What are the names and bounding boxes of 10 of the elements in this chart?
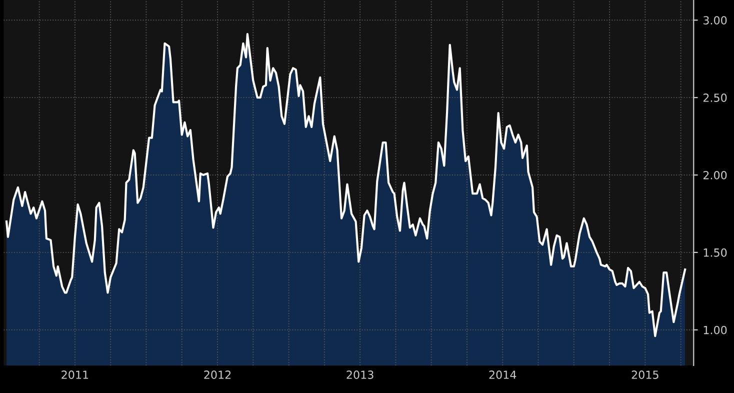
y-tick-label: 3.00 xyxy=(704,16,727,25)
y-tick-label: 1.50 xyxy=(704,248,727,257)
x-tick-label: 2012 xyxy=(204,370,231,379)
x-tick-label: 2011 xyxy=(62,370,88,379)
x-tick-label: 2014 xyxy=(489,370,516,379)
x-tick-label: 2015 xyxy=(632,370,658,379)
x-tick-label: 2013 xyxy=(346,370,374,379)
y-tick-label: 1.00 xyxy=(704,326,727,334)
y-tick-label: 2.50 xyxy=(703,94,727,102)
y-tick-label: 2.00 xyxy=(703,170,727,180)
